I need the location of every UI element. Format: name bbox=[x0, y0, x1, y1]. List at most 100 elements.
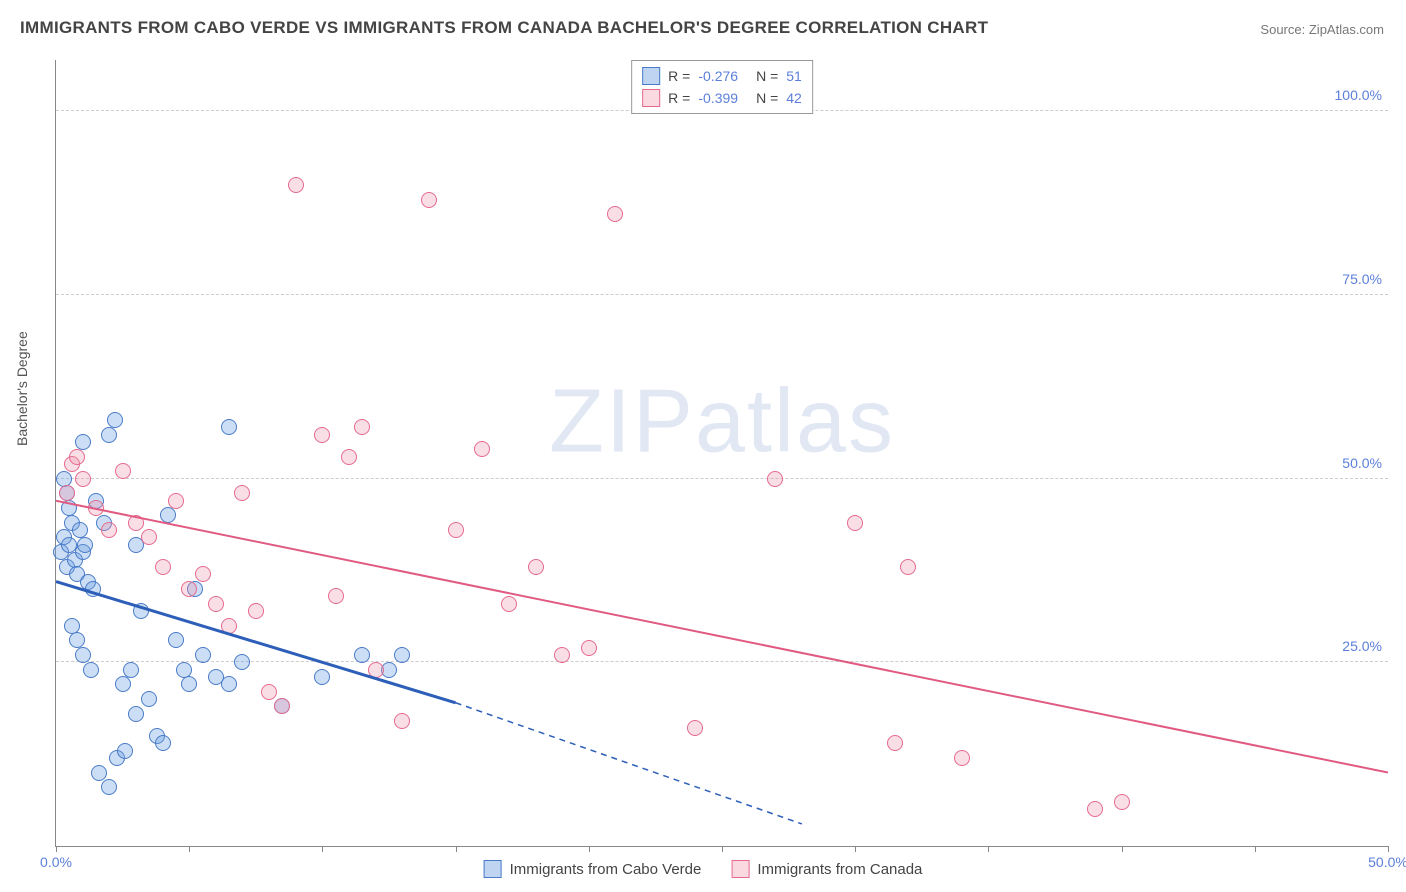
data-point bbox=[195, 647, 211, 663]
data-point bbox=[687, 720, 703, 736]
data-point bbox=[314, 427, 330, 443]
x-tick-label: 0.0% bbox=[40, 854, 72, 870]
x-tick-label: 50.0% bbox=[1368, 854, 1406, 870]
data-point bbox=[448, 522, 464, 538]
data-point bbox=[221, 618, 237, 634]
data-point bbox=[847, 515, 863, 531]
legend-swatch bbox=[731, 860, 749, 878]
data-point bbox=[168, 632, 184, 648]
r-label: R = bbox=[668, 90, 690, 106]
data-point bbox=[128, 706, 144, 722]
data-point bbox=[69, 449, 85, 465]
x-tick-mark bbox=[322, 846, 323, 852]
data-point bbox=[767, 471, 783, 487]
correlation-legend: R = -0.276 N = 51 R = -0.399 N = 42 bbox=[631, 60, 813, 114]
legend-stat-row: R = -0.399 N = 42 bbox=[642, 87, 802, 109]
data-point bbox=[474, 441, 490, 457]
r-value: -0.399 bbox=[698, 90, 738, 106]
legend-swatch bbox=[484, 860, 502, 878]
x-tick-mark bbox=[988, 846, 989, 852]
source-link[interactable]: ZipAtlas.com bbox=[1309, 22, 1384, 37]
data-point bbox=[64, 618, 80, 634]
data-point bbox=[155, 559, 171, 575]
data-point bbox=[195, 566, 211, 582]
y-axis-label: Bachelor's Degree bbox=[14, 331, 30, 446]
series-legend: Immigrants from Cabo Verde Immigrants fro… bbox=[484, 860, 923, 878]
data-point bbox=[274, 698, 290, 714]
legend-swatch bbox=[642, 67, 660, 85]
data-point bbox=[83, 662, 99, 678]
data-point bbox=[261, 684, 277, 700]
data-point bbox=[88, 500, 104, 516]
data-point bbox=[887, 735, 903, 751]
data-point bbox=[554, 647, 570, 663]
x-tick-mark bbox=[456, 846, 457, 852]
data-point bbox=[314, 669, 330, 685]
chart-plot-area: ZIPatlas R = -0.276 N = 51 R = -0.399 N … bbox=[55, 60, 1388, 847]
n-value: 51 bbox=[786, 68, 802, 84]
data-point bbox=[85, 581, 101, 597]
data-point bbox=[176, 662, 192, 678]
data-point bbox=[160, 507, 176, 523]
data-point bbox=[107, 412, 123, 428]
data-point bbox=[354, 647, 370, 663]
data-point bbox=[221, 419, 237, 435]
data-point bbox=[128, 515, 144, 531]
data-point bbox=[141, 529, 157, 545]
n-label: N = bbox=[756, 90, 778, 106]
data-point bbox=[115, 676, 131, 692]
n-value: 42 bbox=[786, 90, 802, 106]
legend-stat-row: R = -0.276 N = 51 bbox=[642, 65, 802, 87]
data-point bbox=[181, 581, 197, 597]
data-point bbox=[394, 647, 410, 663]
data-point bbox=[101, 427, 117, 443]
data-point bbox=[1114, 794, 1130, 810]
data-point bbox=[101, 779, 117, 795]
data-point bbox=[354, 419, 370, 435]
x-tick-mark bbox=[855, 846, 856, 852]
source-label: Source: bbox=[1260, 22, 1305, 37]
data-point bbox=[72, 522, 88, 538]
data-point bbox=[234, 654, 250, 670]
data-point bbox=[155, 735, 171, 751]
legend-item: Immigrants from Cabo Verde bbox=[484, 860, 702, 878]
r-value: -0.276 bbox=[698, 68, 738, 84]
data-point bbox=[115, 463, 131, 479]
source-attribution: Source: ZipAtlas.com bbox=[1260, 22, 1384, 37]
chart-title: IMMIGRANTS FROM CABO VERDE VS IMMIGRANTS… bbox=[20, 18, 988, 38]
data-point bbox=[421, 192, 437, 208]
data-point bbox=[501, 596, 517, 612]
data-point bbox=[133, 603, 149, 619]
data-point bbox=[208, 596, 224, 612]
data-point bbox=[181, 676, 197, 692]
data-point bbox=[954, 750, 970, 766]
legend-label: Immigrants from Canada bbox=[757, 861, 922, 878]
data-point bbox=[123, 662, 139, 678]
data-point bbox=[368, 662, 384, 678]
data-point bbox=[1087, 801, 1103, 817]
x-tick-mark bbox=[1122, 846, 1123, 852]
data-point bbox=[141, 691, 157, 707]
r-label: R = bbox=[668, 68, 690, 84]
data-point bbox=[168, 493, 184, 509]
data-point bbox=[900, 559, 916, 575]
data-point bbox=[101, 522, 117, 538]
data-point bbox=[59, 485, 75, 501]
scatter-points-layer bbox=[56, 60, 1388, 846]
data-point bbox=[248, 603, 264, 619]
legend-item: Immigrants from Canada bbox=[731, 860, 922, 878]
data-point bbox=[75, 434, 91, 450]
data-point bbox=[61, 500, 77, 516]
x-tick-mark bbox=[1255, 846, 1256, 852]
x-tick-mark bbox=[56, 846, 57, 852]
x-tick-mark bbox=[722, 846, 723, 852]
data-point bbox=[528, 559, 544, 575]
data-point bbox=[117, 743, 133, 759]
data-point bbox=[394, 713, 410, 729]
data-point bbox=[581, 640, 597, 656]
x-tick-mark bbox=[1388, 846, 1389, 852]
data-point bbox=[56, 471, 72, 487]
data-point bbox=[328, 588, 344, 604]
data-point bbox=[69, 632, 85, 648]
x-tick-mark bbox=[189, 846, 190, 852]
